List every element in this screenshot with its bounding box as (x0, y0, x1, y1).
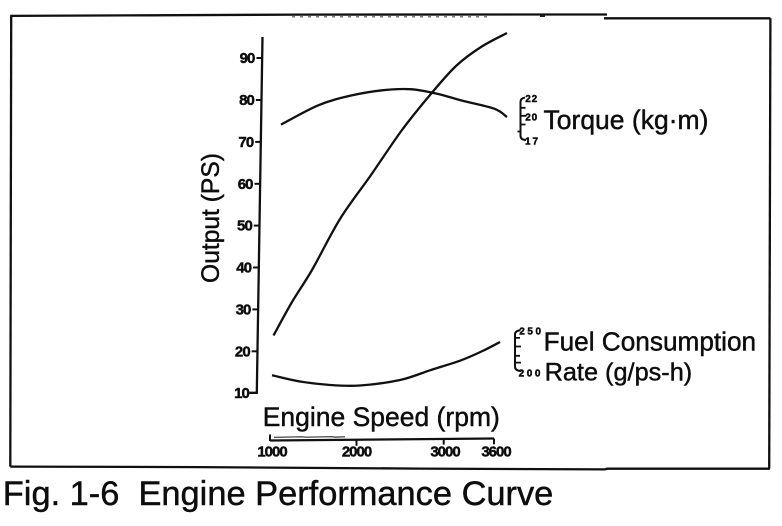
svg-text:60: 60 (238, 176, 253, 193)
svg-text:250: 250 (519, 327, 544, 338)
svg-text:Fuel Consumption: Fuel Consumption (544, 327, 757, 357)
svg-text:Rate (g/ps-h): Rate (g/ps-h) (545, 358, 693, 386)
svg-text:20: 20 (235, 343, 250, 360)
svg-text:3000: 3000 (430, 444, 460, 461)
svg-text:50: 50 (237, 218, 252, 235)
svg-text:Fig. 1-6 Engine Performance C: Fig. 1-6 Engine Performance Curve (3, 475, 554, 513)
svg-text:3600: 3600 (481, 444, 511, 461)
svg-text:200: 200 (519, 369, 544, 380)
svg-text:90: 90 (240, 50, 255, 67)
svg-text:Torque (kg·m): Torque (kg·m) (544, 105, 709, 135)
svg-text:40: 40 (236, 260, 251, 277)
svg-text:22: 22 (525, 94, 538, 105)
svg-text:80: 80 (239, 92, 254, 109)
svg-text:30: 30 (236, 301, 251, 318)
svg-text:Engine Speed (rpm): Engine Speed (rpm) (263, 402, 500, 432)
svg-text:1000: 1000 (257, 444, 287, 461)
svg-text:2000: 2000 (342, 444, 372, 461)
svg-text:70: 70 (238, 134, 253, 151)
svg-text:20: 20 (525, 113, 538, 124)
svg-text:10: 10 (234, 385, 249, 402)
svg-text:Output (PS): Output (PS) (198, 153, 225, 283)
svg-text:17: 17 (525, 137, 540, 148)
